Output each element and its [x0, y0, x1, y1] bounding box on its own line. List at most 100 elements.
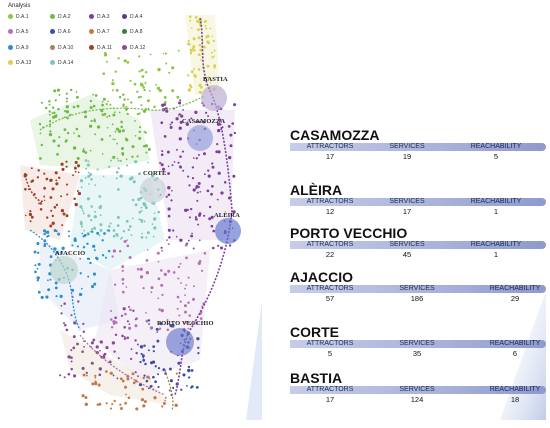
- header-attractors: ATTRACTORS: [306, 198, 354, 205]
- legend-label: D.A.10: [58, 44, 74, 51]
- map-point: [187, 368, 191, 373]
- legend-swatch: [50, 29, 55, 34]
- map-road: [174, 17, 233, 396]
- map-point: [109, 103, 112, 106]
- map-point: [92, 93, 95, 96]
- map-point: [80, 186, 83, 189]
- map-point: [125, 219, 129, 223]
- map-point: [123, 98, 126, 101]
- map-point: [147, 349, 150, 352]
- map-point: [192, 45, 196, 48]
- map-point: [61, 224, 64, 227]
- map-point: [60, 251, 63, 254]
- map-point: [98, 373, 102, 377]
- map-point: [122, 105, 125, 108]
- map-point: [204, 111, 208, 114]
- legend-item: D.A.3: [89, 12, 110, 21]
- map-point: [117, 129, 122, 133]
- map-point: [140, 218, 144, 222]
- map-point: [42, 229, 47, 233]
- map-point: [51, 106, 55, 109]
- map-point: [233, 103, 237, 107]
- map-point: [86, 242, 89, 246]
- map-point: [143, 374, 146, 377]
- map-point: [29, 210, 32, 213]
- map-point: [134, 203, 138, 207]
- map-point: [143, 400, 147, 404]
- map-point: [203, 214, 206, 217]
- map-point: [140, 206, 143, 209]
- map-point: [138, 172, 141, 176]
- map-point: [139, 82, 143, 86]
- map-road: [24, 174, 46, 202]
- map-point: [86, 197, 91, 201]
- map-point: [36, 267, 39, 270]
- map-point: [185, 256, 188, 260]
- map-point: [57, 144, 61, 148]
- map-point: [94, 94, 98, 97]
- map-point: [195, 187, 198, 190]
- legend-swatch: [122, 45, 127, 50]
- map-point: [105, 402, 108, 405]
- legend-item: D.A.7: [89, 27, 110, 36]
- map-point: [92, 244, 96, 248]
- map-point: [179, 155, 182, 158]
- map-point: [98, 195, 102, 198]
- map-point: [65, 92, 68, 95]
- map-point: [65, 183, 69, 186]
- card-header-bar: ATTRACTORS SERVICES REACHABILITY: [290, 386, 546, 394]
- map-point: [125, 158, 128, 161]
- map-point: [111, 123, 114, 126]
- map-point: [112, 155, 116, 159]
- map-point: [81, 207, 84, 210]
- map-point: [109, 134, 112, 137]
- map-point: [135, 407, 139, 411]
- map-point: [112, 322, 116, 326]
- map-point: [86, 163, 90, 167]
- map-point: [184, 320, 188, 324]
- map-point: [147, 161, 149, 164]
- map-point: [211, 184, 214, 188]
- map-point: [51, 221, 55, 225]
- map-point: [74, 202, 78, 207]
- legend-item: D.A.12: [122, 43, 145, 52]
- map-point: [65, 165, 68, 168]
- map-point: [157, 67, 161, 72]
- header-services: SERVICES: [399, 386, 435, 393]
- legend-label: D.A.13: [16, 59, 32, 66]
- map-point: [190, 207, 193, 211]
- legend-item: D.A.13: [8, 58, 31, 67]
- map-point: [118, 95, 122, 99]
- map-point: [112, 374, 115, 377]
- map-point: [121, 129, 125, 133]
- header-reachability: REACHABILITY: [470, 143, 522, 150]
- map-point: [99, 349, 101, 352]
- highlight-aleira: [215, 218, 241, 244]
- map-point: [60, 162, 64, 166]
- map-point: [197, 346, 200, 349]
- map-point: [166, 150, 170, 154]
- map-point: [131, 145, 135, 149]
- map-point: [160, 283, 164, 287]
- map-point: [178, 126, 182, 130]
- map-point: [144, 144, 148, 148]
- card-casamozza: CASAMOZZA ATTRACTORS SERVICES REACHABILI…: [290, 128, 546, 161]
- map-point: [70, 356, 73, 359]
- map-point: [155, 83, 158, 86]
- map-point: [96, 168, 99, 171]
- map-point: [43, 195, 46, 198]
- header-services: SERVICES: [389, 198, 425, 205]
- map-point: [158, 327, 162, 330]
- map-point: [153, 226, 157, 230]
- map-point: [126, 61, 130, 64]
- card-values: 22 45 1: [290, 249, 546, 259]
- map-point: [216, 198, 219, 201]
- legend-swatch: [122, 29, 127, 34]
- map-point: [188, 43, 191, 46]
- map-point: [121, 151, 125, 155]
- map-point: [161, 405, 164, 408]
- map-point: [82, 210, 84, 213]
- map-point: [49, 130, 52, 133]
- map-point: [188, 314, 191, 317]
- value-attractors: 22: [325, 250, 335, 259]
